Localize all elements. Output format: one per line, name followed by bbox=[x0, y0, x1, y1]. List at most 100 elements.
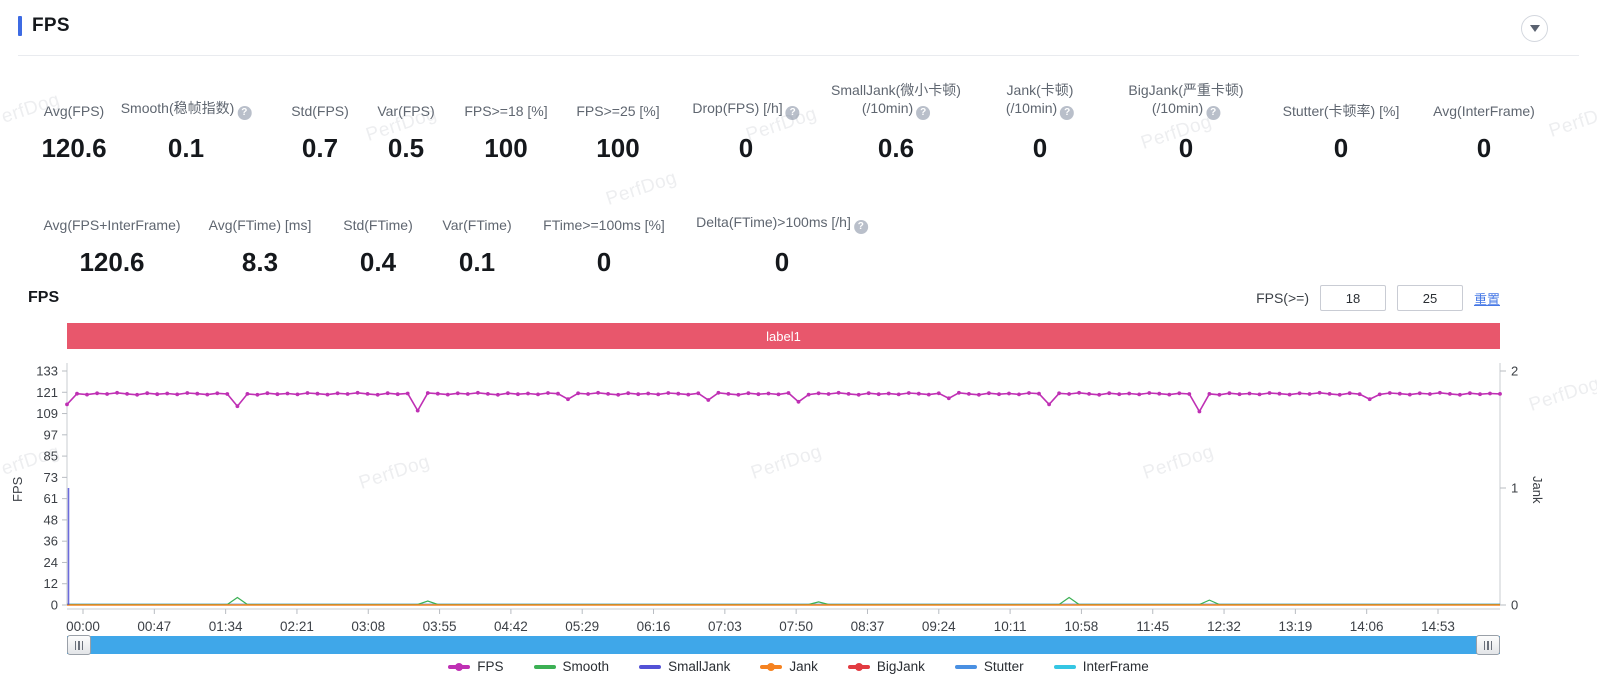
stat-label: Avg(FPS) bbox=[43, 103, 105, 119]
legend-swatch bbox=[954, 662, 977, 672]
svg-text:03:55: 03:55 bbox=[423, 619, 457, 634]
svg-text:36: 36 bbox=[44, 534, 58, 549]
collapse-button[interactable] bbox=[1521, 15, 1548, 42]
fps-threshold-input-1[interactable] bbox=[1319, 285, 1386, 311]
svg-text:2: 2 bbox=[1511, 364, 1518, 379]
stat-label: Delta(FTime)>100ms [/h]? bbox=[696, 196, 868, 234]
stat-value: 0.7 bbox=[301, 133, 339, 163]
stat-avg-interframe-: Avg(InterFrame) 0 bbox=[1433, 82, 1535, 164]
stat-value: 120.6 bbox=[79, 247, 145, 277]
svg-text:109: 109 bbox=[36, 406, 58, 421]
svg-text:00:47: 00:47 bbox=[137, 619, 171, 634]
legend-label: Stutter bbox=[983, 659, 1024, 674]
legend-swatch bbox=[760, 662, 783, 672]
chart-title: FPS bbox=[28, 289, 60, 306]
stat-stutter-: Stutter(卡顿率) [%] 0 bbox=[1283, 82, 1400, 164]
stat-std-fps-: Std(FPS) 0.7 bbox=[291, 82, 349, 164]
stat-value: 0 bbox=[1333, 133, 1349, 163]
svg-text:08:37: 08:37 bbox=[851, 619, 885, 634]
stat-value: 100 bbox=[596, 133, 640, 163]
legend-label: SmallJank bbox=[668, 659, 731, 674]
svg-text:09:24: 09:24 bbox=[922, 619, 956, 634]
stat-delta-ftime-100ms-h-: Delta(FTime)>100ms [/h]? 0 bbox=[696, 196, 868, 278]
header-divider bbox=[18, 55, 1579, 56]
legend-item-bigjank[interactable]: BigJank bbox=[847, 659, 925, 674]
stat-value: 0 bbox=[774, 247, 790, 277]
help-icon[interactable]: ? bbox=[1206, 106, 1221, 120]
panel-header: FPS bbox=[18, 15, 70, 37]
stat-label: BigJank(严重卡顿) (/10min)? bbox=[1128, 82, 1244, 120]
scrollbar-left-handle[interactable] bbox=[67, 635, 91, 655]
chart-scrollbar[interactable] bbox=[67, 635, 1500, 655]
svg-text:12:32: 12:32 bbox=[1207, 619, 1241, 634]
svg-text:06:16: 06:16 bbox=[637, 619, 671, 634]
stat-label: Std(FTime) bbox=[343, 217, 413, 233]
svg-text:97: 97 bbox=[44, 427, 58, 442]
svg-text:10:58: 10:58 bbox=[1065, 619, 1099, 634]
chart-legend: FPS Smooth SmallJank Jank BigJank Stutter Inte… bbox=[0, 659, 1597, 674]
stat-smalljank-: SmallJank(微小卡顿) (/10min)? 0.6 bbox=[831, 82, 961, 164]
stat-label: Jank(卡顿) (/10min)? bbox=[1005, 82, 1075, 120]
stat-label: Avg(InterFrame) bbox=[1433, 103, 1535, 119]
svg-text:0: 0 bbox=[1511, 598, 1518, 613]
svg-text:02:21: 02:21 bbox=[280, 619, 314, 634]
help-icon[interactable]: ? bbox=[853, 220, 868, 234]
fps-threshold-input-2[interactable] bbox=[1396, 285, 1463, 311]
stat-label: Stutter(卡顿率) [%] bbox=[1282, 103, 1400, 119]
stat-label: Avg(FTime) [ms] bbox=[208, 217, 312, 233]
svg-text:05:29: 05:29 bbox=[565, 619, 599, 634]
reset-link[interactable]: 重置 bbox=[1473, 291, 1500, 307]
legend-swatch bbox=[533, 662, 556, 672]
stat-value: 0 bbox=[738, 133, 754, 163]
stat-value: 0.1 bbox=[458, 247, 496, 277]
svg-text:03:08: 03:08 bbox=[351, 619, 385, 634]
scrollbar-right-handle[interactable] bbox=[1476, 635, 1500, 655]
stat-value: 0.6 bbox=[877, 133, 915, 163]
stat-std-ftime-: Std(FTime) 0.4 bbox=[343, 196, 412, 278]
fps-chart[interactable]: 133 121 109 97 85 73 61 48 36 24 12 0 2 1 0 00:00 00:47 0… bbox=[0, 355, 1597, 635]
legend-swatch bbox=[448, 662, 471, 672]
legend-label: Smooth bbox=[562, 659, 610, 674]
stat-avg-fps-interframe-: Avg(FPS+InterFrame) 120.6 bbox=[43, 196, 180, 278]
svg-text:01:34: 01:34 bbox=[209, 619, 243, 634]
legend-item-stutter[interactable]: Stutter bbox=[954, 659, 1024, 674]
help-icon[interactable]: ? bbox=[785, 106, 800, 120]
stat-value: 0.5 bbox=[387, 133, 425, 163]
svg-text:0: 0 bbox=[51, 598, 58, 613]
stat-value: 0 bbox=[596, 247, 612, 277]
stat-label: Var(FTime) bbox=[442, 217, 512, 233]
legend-label: Jank bbox=[789, 659, 818, 674]
legend-item-fps[interactable]: FPS bbox=[448, 659, 504, 674]
stat-label: FPS>=25 [%] bbox=[576, 103, 660, 119]
legend-item-jank[interactable]: Jank bbox=[760, 659, 818, 674]
svg-text:04:42: 04:42 bbox=[494, 619, 528, 634]
stat-label: Var(FPS) bbox=[377, 103, 435, 119]
panel-title: FPS bbox=[32, 15, 70, 36]
help-icon[interactable]: ? bbox=[916, 106, 931, 120]
svg-text:FPS: FPS bbox=[10, 476, 25, 502]
legend-item-interframe[interactable]: InterFrame bbox=[1053, 659, 1149, 674]
svg-text:11:45: 11:45 bbox=[1136, 619, 1169, 634]
help-icon[interactable]: ? bbox=[1060, 106, 1075, 120]
help-icon[interactable]: ? bbox=[237, 106, 252, 120]
stat-value: 0 bbox=[1178, 133, 1194, 163]
legend-item-smalljank[interactable]: SmallJank bbox=[639, 659, 730, 674]
legend-item-smooth[interactable]: Smooth bbox=[533, 659, 610, 674]
legend-swatch bbox=[639, 662, 662, 672]
svg-text:61: 61 bbox=[44, 491, 58, 506]
legend-swatch bbox=[1053, 662, 1076, 672]
fps-threshold-label: FPS(>=) bbox=[1256, 290, 1309, 306]
svg-text:14:53: 14:53 bbox=[1421, 619, 1455, 634]
stat-label: Std(FPS) bbox=[291, 103, 349, 119]
stat-avg-fps-: Avg(FPS) 120.6 bbox=[41, 82, 106, 164]
stat-value: 0.1 bbox=[167, 133, 205, 163]
stat-value: 0.4 bbox=[359, 247, 397, 277]
stat-value: 0 bbox=[1032, 133, 1048, 163]
svg-text:1: 1 bbox=[1511, 481, 1518, 496]
fps-threshold-filter: FPS(>=) 重置 bbox=[1256, 285, 1500, 311]
chevron-down-icon bbox=[1529, 25, 1540, 32]
svg-text:73: 73 bbox=[44, 470, 58, 485]
scrollbar-track[interactable] bbox=[67, 636, 1500, 654]
label-banner: label1 bbox=[67, 323, 1500, 349]
